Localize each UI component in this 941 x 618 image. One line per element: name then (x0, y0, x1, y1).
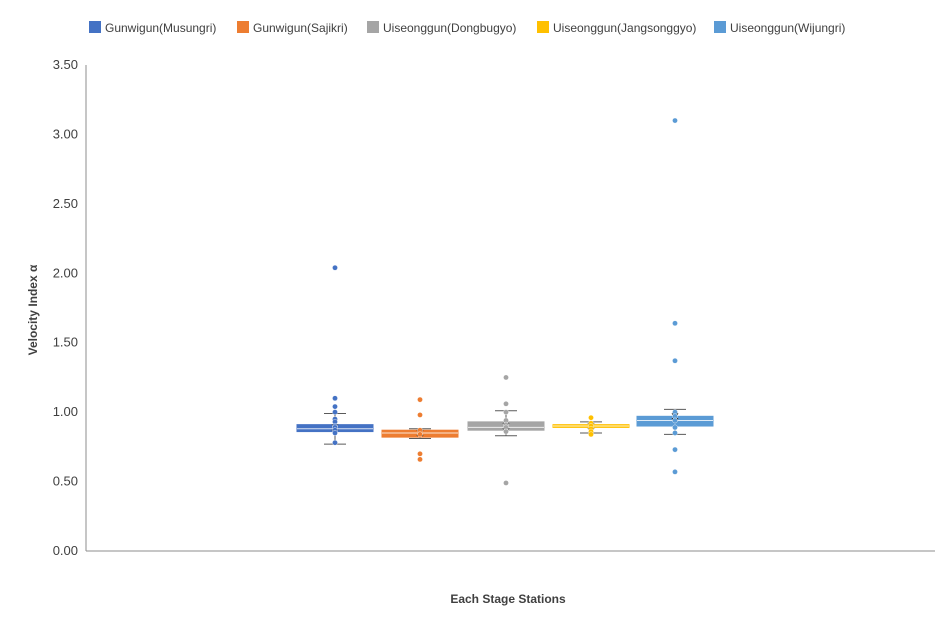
legend-swatch (89, 21, 101, 33)
legend-item: Uiseonggun(Dongbugyo) (367, 21, 516, 35)
legend-item: Gunwigun(Sajikri) (237, 21, 348, 35)
box-series (381, 396, 459, 463)
data-point (503, 480, 509, 486)
data-point (417, 456, 423, 463)
y-tick-label: 1.50 (53, 335, 78, 350)
legend-label: Uiseonggun(Dongbugyo) (383, 21, 516, 35)
y-tick-label: 2.50 (53, 196, 78, 211)
box-series (467, 374, 545, 486)
legend-swatch (537, 21, 549, 33)
data-point (417, 396, 423, 403)
data-point (672, 469, 678, 475)
y-axis-title: Velocity Index α (26, 264, 40, 355)
data-point (503, 409, 509, 415)
y-tick-label: 3.00 (53, 126, 78, 141)
box-series (552, 414, 630, 438)
data-point (672, 320, 678, 327)
legend-swatch (367, 21, 379, 33)
data-point (332, 264, 338, 271)
data-point (332, 403, 338, 410)
legend-label: Gunwigun(Sajikri) (253, 21, 348, 35)
data-point (672, 117, 678, 124)
legend-swatch (714, 21, 726, 33)
data-point (503, 401, 509, 407)
data-point (588, 414, 594, 421)
data-point (672, 430, 678, 436)
data-point (672, 446, 678, 453)
y-axis: 0.00 0.50 1.00 1.50 2.00 2.50 3.00 3.50 (53, 57, 935, 558)
legend-swatch (237, 21, 249, 33)
box-series (296, 264, 374, 446)
plot-area (296, 117, 714, 486)
y-tick-label: 0.00 (53, 543, 78, 558)
data-point (332, 395, 338, 402)
data-point (503, 374, 509, 381)
legend-label: Gunwigun(Musungri) (105, 21, 216, 35)
y-tick-label: 1.00 (53, 404, 78, 419)
data-point (417, 412, 423, 418)
data-point (503, 428, 509, 435)
y-tick-label: 0.50 (53, 474, 78, 489)
data-point (332, 409, 338, 415)
data-point (332, 430, 338, 436)
y-tick-label: 3.50 (53, 57, 78, 72)
box-series (636, 117, 714, 475)
legend-label: Uiseonggun(Wijungri) (730, 21, 845, 35)
data-point (332, 439, 338, 446)
legend-item: Uiseonggun(Jangsonggyo) (537, 21, 696, 35)
data-point (672, 357, 678, 364)
legend: Gunwigun(Musungri) Gunwigun(Sajikri) Uiseo… (89, 21, 845, 35)
legend-item: Gunwigun(Musungri) (89, 21, 216, 35)
data-point (672, 424, 678, 431)
data-point (672, 417, 678, 424)
y-tick-label: 2.00 (53, 265, 78, 280)
x-axis-title: Each Stage Stations (450, 592, 566, 606)
data-point (588, 431, 594, 438)
data-point (417, 431, 423, 438)
data-point (417, 450, 423, 457)
legend-item: Uiseonggun(Wijungri) (714, 21, 845, 35)
legend-label: Uiseonggun(Jangsonggyo) (553, 21, 696, 35)
